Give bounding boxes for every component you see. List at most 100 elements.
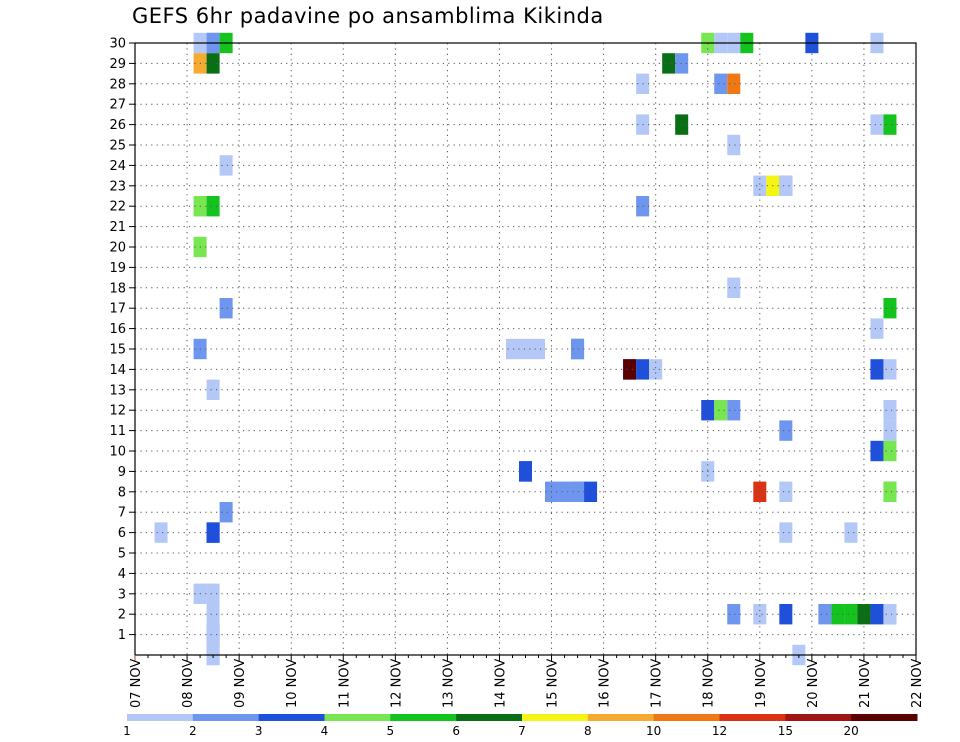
heatmap-cell — [779, 604, 793, 625]
heatmap-cell — [518, 461, 533, 482]
colorbar-swatch — [390, 714, 457, 721]
y-axis: 1234567891011121314151617181920212223242… — [109, 37, 135, 643]
y-tick-label: 17 — [109, 302, 126, 317]
heatmap-cell — [883, 114, 897, 135]
y-tick-label: 20 — [109, 241, 126, 256]
x-tick-label: 20 NOV — [806, 659, 821, 708]
y-tick-label: 18 — [109, 281, 126, 296]
heatmap-cell — [870, 318, 884, 339]
heatmap-cell — [206, 53, 220, 74]
colorbar-swatch — [653, 714, 720, 721]
y-tick-label: 24 — [109, 159, 126, 174]
y-tick-label: 15 — [109, 343, 126, 358]
colorbar-label: 8 — [584, 724, 592, 738]
heatmap-cell — [857, 604, 871, 625]
heatmap-cell — [883, 604, 897, 625]
y-tick-label: 4 — [118, 567, 126, 582]
heatmap-cell — [844, 522, 858, 543]
x-tick-label: 10 NOV — [285, 659, 300, 708]
x-tick-label: 21 NOV — [858, 659, 873, 708]
colorbar-swatch — [258, 714, 325, 721]
y-tick-label: 12 — [109, 404, 126, 419]
colorbar-swatch — [456, 714, 523, 721]
heatmap-cell — [206, 604, 220, 625]
heatmap-cell — [779, 175, 793, 196]
colorbar-label: 3 — [255, 724, 263, 738]
colorbar-swatch — [719, 714, 786, 721]
chart-title: GEFS 6hr padavine po ansamblima Kikinda — [132, 4, 604, 28]
y-tick-label: 5 — [118, 547, 126, 562]
colorbar-label: 12 — [712, 724, 727, 738]
heatmap-cell — [727, 604, 741, 625]
heatmap-cell — [870, 359, 884, 380]
heatmap-cell — [714, 73, 728, 94]
colorbar-label: 6 — [452, 724, 460, 738]
heatmap-cell — [662, 53, 676, 74]
heatmap-cell — [206, 522, 220, 543]
heatmap-cell — [623, 359, 637, 380]
x-tick-label: 07 NOV — [129, 659, 144, 708]
heatmap-cell — [154, 522, 168, 543]
x-tick-label: 08 NOV — [181, 659, 196, 708]
x-tick-label: 13 NOV — [441, 659, 456, 708]
colorbar-swatch — [522, 714, 589, 721]
heatmap-cell — [206, 379, 220, 400]
heatmap-cell — [727, 134, 741, 156]
y-tick-label: 23 — [109, 179, 126, 194]
heatmap-cell — [518, 338, 533, 360]
x-tick-label: 15 NOV — [546, 659, 561, 708]
heatmap-cell — [753, 604, 767, 625]
heatmap-cell — [219, 298, 233, 319]
x-tick-label: 17 NOV — [650, 659, 665, 708]
heatmap-cells — [154, 32, 897, 666]
heatmap-cell — [727, 73, 741, 94]
colorbar-swatch — [851, 714, 918, 721]
y-tick-label: 6 — [118, 526, 126, 541]
y-tick-label: 27 — [109, 98, 126, 113]
colorbar-label: 1 — [123, 724, 131, 738]
heatmap-cell — [206, 583, 220, 604]
heatmap-cell — [870, 604, 884, 625]
heatmap-cell — [883, 420, 897, 441]
heatmap-cell — [870, 114, 884, 135]
x-tick-label: 14 NOV — [493, 659, 508, 708]
heatmap-cell — [558, 481, 572, 502]
heatmap-cell — [883, 440, 897, 462]
heatmap-cell — [844, 604, 858, 625]
colorbar-label: 20 — [844, 724, 859, 738]
y-tick-label: 14 — [109, 363, 126, 378]
heatmap-cell — [883, 359, 897, 380]
heatmap-cell — [206, 624, 220, 645]
heatmap-cell — [219, 155, 233, 176]
y-tick-label: 28 — [109, 77, 126, 92]
heatmap-cell — [779, 522, 793, 543]
heatmap-cell — [883, 298, 897, 319]
y-tick-label: 10 — [109, 445, 126, 460]
heatmap-cell — [753, 175, 767, 196]
colorbar-swatch — [324, 714, 391, 721]
colorbar-label: 15 — [778, 724, 793, 738]
heatmap-cell — [870, 440, 884, 462]
x-tick-label: 11 NOV — [337, 659, 352, 708]
y-tick-label: 8 — [118, 485, 126, 500]
y-tick-label: 30 — [109, 37, 126, 52]
heatmap-cell — [727, 400, 741, 421]
colorbar-label: 10 — [646, 724, 661, 738]
gridlines — [135, 42, 916, 655]
heatmap-cell — [675, 53, 689, 74]
y-tick-label: 16 — [109, 322, 126, 337]
y-tick-label: 29 — [109, 57, 126, 72]
heatmap-cell — [883, 400, 897, 421]
x-tick-label: 19 NOV — [754, 659, 769, 708]
y-tick-label: 11 — [109, 424, 126, 439]
colorbar-label: 7 — [518, 724, 526, 738]
colorbar: 1 2 3 4 5 6 7 8 10 12 15 20 — [123, 714, 918, 738]
colorbar-swatch — [587, 714, 655, 721]
heatmap-cell — [505, 338, 519, 360]
y-tick-label: 13 — [109, 383, 126, 398]
y-tick-label: 19 — [109, 261, 126, 276]
y-tick-label: 21 — [109, 220, 126, 235]
y-tick-label: 9 — [118, 465, 126, 480]
y-tick-label: 3 — [118, 587, 126, 602]
